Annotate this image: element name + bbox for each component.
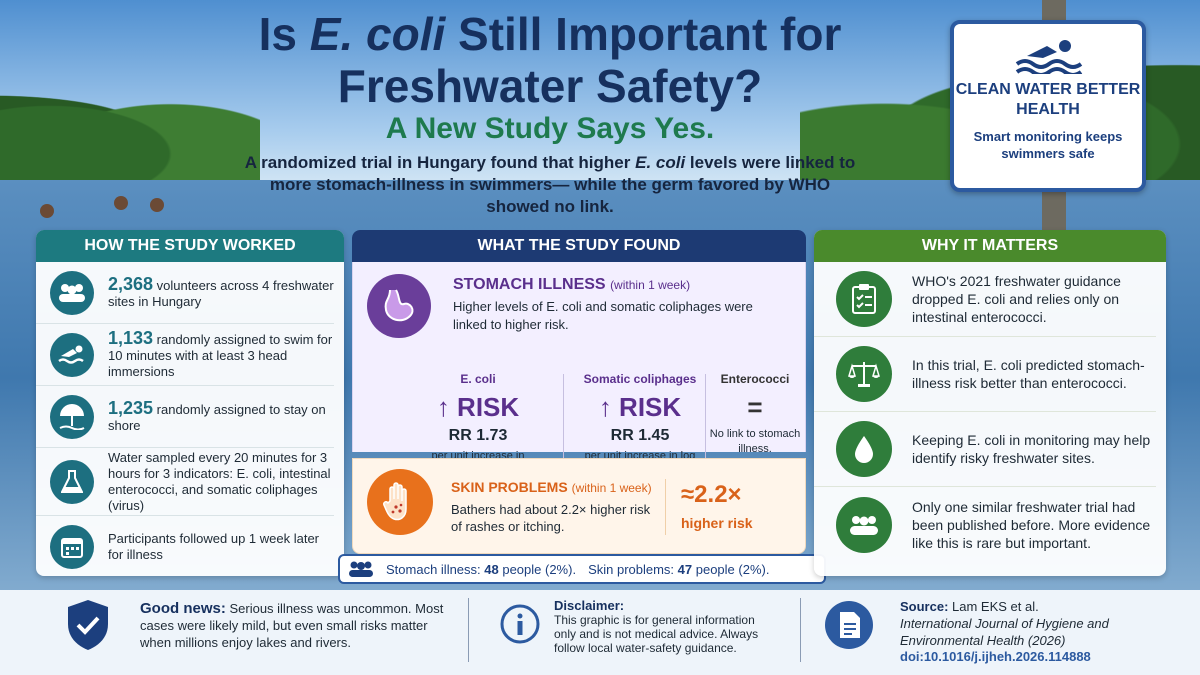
list-item: Water sampled every 20 minutes for 3 hou…	[36, 448, 334, 516]
sign-subtitle: Smart monitoring keeps swimmers safe	[973, 129, 1123, 161]
intro-text: A randomized trial in Hungary found that…	[244, 153, 856, 216]
hand-rash-icon	[367, 469, 433, 535]
skin-count: Skin problems: 47 people (2%).	[588, 561, 770, 577]
swimmer-head	[150, 198, 164, 212]
sign-title: CLEAN WATER BETTER HEALTH	[955, 81, 1141, 118]
disclaimer-block: Disclaimer: This graphic is for general …	[554, 598, 759, 655]
info-icon	[500, 604, 540, 644]
item-text: WHO's 2021 freshwater guidance dropped E…	[912, 273, 1121, 325]
why-it-matters-panel: WHY IT MATTERS WHO's 2021 freshwater gui…	[814, 230, 1166, 576]
stomach-illness-section: STOMACH ILLNESS (within 1 week) Higher l…	[352, 262, 806, 477]
page-subtitle: A New Study Says Yes.	[385, 112, 715, 145]
people-icon	[836, 496, 892, 553]
list-item: 1,133 randomly assigned to swim for 10 m…	[36, 324, 334, 386]
stomach-illness-title: STOMACH ILLNESS (within 1 week)	[453, 276, 691, 293]
shield-check-icon	[68, 600, 108, 650]
umbrella-icon	[50, 394, 94, 439]
column-divider	[705, 374, 706, 474]
item-text: Participants followed up 1 week later fo…	[108, 531, 320, 562]
what-study-found-panel: WHAT THE STUDY FOUND STOMACH ILLNESS (wi…	[352, 230, 806, 590]
stomach-icon	[367, 274, 431, 338]
scales-icon	[836, 346, 892, 402]
result-column-enterococci: Enterococci = No link to stomach illness…	[709, 372, 801, 455]
skin-problems-description: Bathers had about 2.2× higher risk of ra…	[451, 502, 651, 534]
people-icon	[50, 270, 94, 315]
footer-divider	[468, 598, 469, 662]
how-study-worked-panel: HOW THE STUDY WORKED 2,368 volunteers ac…	[36, 230, 344, 576]
stomach-illness-description: Higher levels of E. coli and somatic col…	[453, 299, 753, 332]
source-block: Source: Lam EKS et al. International Jou…	[900, 598, 1190, 664]
clean-water-sign: CLEAN WATER BETTER HEALTH Smart monitori…	[950, 20, 1146, 192]
list-item: Only one similar freshwater trial had be…	[814, 487, 1156, 562]
swim-icon	[50, 332, 94, 377]
people-icon	[349, 561, 373, 577]
panel-heading: WHY IT MATTERS	[814, 230, 1166, 262]
panel-heading: HOW THE STUDY WORKED	[36, 230, 344, 262]
doi-link[interactable]: doi:10.1016/j.ijheh.2026.114888	[900, 649, 1091, 664]
swimmer-head	[40, 204, 54, 218]
flask-icon	[50, 459, 94, 504]
list-item: WHO's 2021 freshwater guidance dropped E…	[814, 262, 1156, 337]
skin-risk-label: higher risk	[681, 515, 753, 531]
clipboard-icon	[836, 271, 892, 327]
item-text: 2,368 volunteers across 4 freshwater sit…	[108, 273, 334, 309]
page-title: Is E. coli Still Important for Freshwate…	[258, 8, 842, 112]
skin-problems-title: SKIN PROBLEMS (within 1 week)	[451, 479, 652, 495]
swimmer-head	[114, 196, 128, 210]
trees-left	[0, 70, 260, 190]
item-text: Keeping E. coli in monitoring may help i…	[912, 432, 1151, 466]
column-divider	[665, 479, 666, 535]
panel-heading: WHAT THE STUDY FOUND	[352, 230, 806, 262]
calendar-icon	[50, 525, 94, 569]
stomach-count: Stomach illness: 48 people (2%).	[386, 561, 577, 577]
list-item: 2,368 volunteers across 4 freshwater sit…	[36, 262, 334, 324]
list-item: 1,235 randomly assigned to stay on shore	[36, 386, 334, 448]
list-item: Keeping E. coli in monitoring may help i…	[814, 412, 1156, 487]
item-text: Only one similar freshwater trial had be…	[912, 498, 1151, 551]
item-text: In this trial, E. coli predicted stomach…	[912, 357, 1145, 391]
skin-risk-value: ≈2.2×	[681, 481, 742, 508]
footer-divider	[800, 598, 801, 662]
skin-problems-section: SKIN PROBLEMS (within 1 week) Bathers ha…	[352, 458, 806, 554]
item-text: 1,235 randomly assigned to stay on shore	[108, 397, 326, 433]
item-text: 1,133 randomly assigned to swim for 10 m…	[108, 327, 333, 379]
footer: Good news: Serious illness was uncommon.…	[0, 590, 1200, 675]
column-divider	[563, 374, 564, 474]
swimmer-icon	[1015, 40, 1083, 74]
document-icon	[825, 601, 873, 649]
case-counts-bar: Stomach illness: 48 people (2%). Skin pr…	[338, 554, 826, 584]
item-text: Water sampled every 20 minutes for 3 hou…	[108, 449, 331, 513]
list-item: Participants followed up 1 week later fo…	[36, 516, 334, 576]
list-item: In this trial, E. coli predicted stomach…	[814, 337, 1156, 412]
good-news-block: Good news: Serious illness was uncommon.…	[140, 600, 444, 650]
drop-icon	[836, 421, 892, 477]
